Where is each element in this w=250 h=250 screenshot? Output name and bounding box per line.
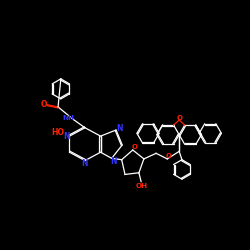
Text: OH: OH bbox=[136, 182, 148, 188]
Text: N: N bbox=[82, 160, 88, 168]
Text: O: O bbox=[132, 144, 138, 150]
Text: O: O bbox=[176, 115, 182, 121]
Text: O: O bbox=[40, 100, 47, 109]
Text: O: O bbox=[165, 153, 171, 159]
Text: HO: HO bbox=[51, 128, 64, 137]
Text: N: N bbox=[63, 132, 69, 140]
Text: NH: NH bbox=[62, 115, 74, 121]
Text: N: N bbox=[110, 157, 116, 166]
Text: N: N bbox=[116, 124, 123, 133]
